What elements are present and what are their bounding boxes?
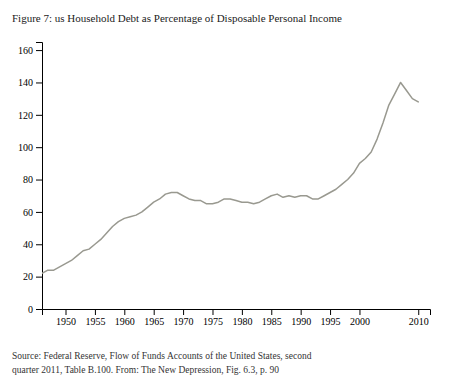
tick-mark bbox=[212, 309, 213, 315]
tick: 1975 bbox=[203, 309, 223, 327]
tick: 80 bbox=[23, 174, 42, 185]
chart: Figure 7: us Household Debt as Percentag… bbox=[0, 0, 450, 387]
tick: 160 bbox=[18, 45, 42, 56]
tick-label: 1970 bbox=[174, 316, 194, 327]
tick-mark bbox=[95, 309, 96, 315]
tick: 1985 bbox=[262, 309, 282, 327]
tick: 1990 bbox=[291, 309, 311, 327]
axis-line bbox=[43, 310, 431, 316]
tick-mark bbox=[36, 244, 42, 245]
tick-label: 100 bbox=[18, 142, 33, 153]
tick-label: 20 bbox=[23, 271, 33, 282]
tick-mark bbox=[301, 309, 302, 315]
tick: 40 bbox=[23, 239, 42, 250]
tick-label: 1965 bbox=[144, 316, 164, 327]
tick: 1995 bbox=[321, 309, 341, 327]
tick: 1950 bbox=[56, 309, 76, 327]
tick-mark bbox=[330, 309, 331, 315]
tick-label: 1980 bbox=[232, 316, 252, 327]
tick: 2000 bbox=[350, 309, 370, 327]
tick-mark bbox=[36, 212, 42, 213]
tick-mark bbox=[359, 309, 360, 315]
tick-label: 1985 bbox=[262, 316, 282, 327]
annotation: quarter 2011, Table B.100. From: The New… bbox=[12, 365, 279, 375]
tick-label: 2010 bbox=[409, 316, 429, 327]
tick-mark bbox=[124, 309, 125, 315]
tick-label: 2000 bbox=[350, 316, 370, 327]
tick-label: 80 bbox=[23, 174, 33, 185]
tick-mark bbox=[271, 309, 272, 315]
tick-mark bbox=[242, 309, 243, 315]
tick-label: 160 bbox=[18, 45, 33, 56]
tick-label: 120 bbox=[18, 110, 33, 121]
tick: 100 bbox=[18, 142, 42, 153]
tick-label: 60 bbox=[23, 207, 33, 218]
tick: 0 bbox=[28, 304, 42, 315]
tick-label: 1975 bbox=[203, 316, 223, 327]
tick: 1965 bbox=[144, 309, 164, 327]
tick: 120 bbox=[18, 110, 42, 121]
line bbox=[42, 82, 418, 273]
tick-mark bbox=[183, 309, 184, 315]
tick-label: 0 bbox=[28, 304, 33, 315]
tick: 1970 bbox=[174, 309, 194, 327]
tick: 1955 bbox=[85, 309, 105, 327]
tick: 20 bbox=[23, 271, 42, 282]
tick-mark bbox=[66, 309, 67, 315]
tick: 2010 bbox=[409, 309, 429, 327]
plot-area: 1950 1955 1960 1965 1970 1975 1980 1985 1990 1995… bbox=[18, 43, 431, 328]
tick: 140 bbox=[18, 77, 42, 88]
tick-mark bbox=[418, 309, 419, 315]
tick-label: 1950 bbox=[56, 316, 76, 327]
marks bbox=[42, 82, 418, 273]
tick-label: 1960 bbox=[115, 316, 135, 327]
title: Figure 7: us Household Debt as Percentag… bbox=[12, 12, 342, 24]
tick-label: 1955 bbox=[85, 316, 105, 327]
tick: 60 bbox=[23, 207, 42, 218]
tick-mark bbox=[36, 50, 42, 51]
tick-mark bbox=[36, 147, 42, 148]
axis-line bbox=[36, 43, 43, 310]
y-axis: 0 20 40 60 80 100 120 140 160 bbox=[18, 43, 43, 315]
tick-mark bbox=[36, 82, 42, 83]
tick-mark bbox=[154, 309, 155, 315]
tick-mark bbox=[36, 277, 42, 278]
tick-label: 40 bbox=[23, 239, 33, 250]
tick-label: 1990 bbox=[291, 316, 311, 327]
tick: 1960 bbox=[115, 309, 135, 327]
x-axis: 1950 1955 1960 1965 1970 1975 1980 1985 1990 1995… bbox=[43, 309, 431, 327]
tick: 1980 bbox=[232, 309, 252, 327]
annotation: Source: Federal Reserve, Flow of Funds A… bbox=[12, 351, 312, 361]
tick-mark bbox=[36, 309, 42, 310]
tick-label: 140 bbox=[18, 77, 33, 88]
tick-mark bbox=[36, 115, 42, 116]
tick-label: 1995 bbox=[321, 316, 341, 327]
tick-mark bbox=[36, 180, 42, 181]
